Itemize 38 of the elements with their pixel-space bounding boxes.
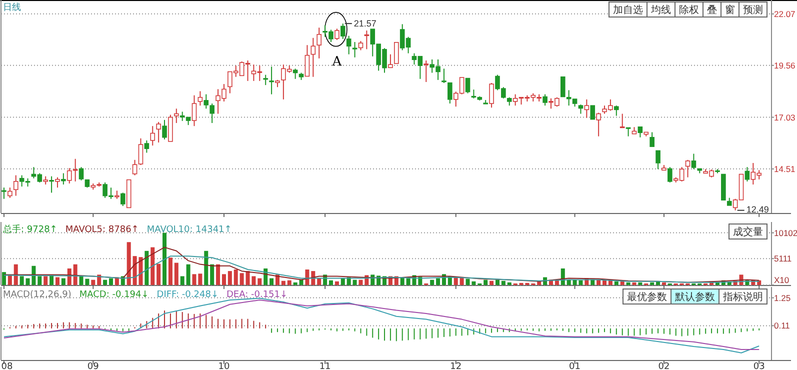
y-tick-label: X10 xyxy=(774,275,790,285)
y-tick-label: 5111 xyxy=(774,254,792,264)
y-tick-label: 14.51 xyxy=(774,164,796,174)
annotation: 均线 xyxy=(650,4,671,16)
annotation: 12.49 xyxy=(746,204,769,214)
y-tick-label: 19.56 xyxy=(774,60,796,70)
y-tick-label: 1.25 xyxy=(774,292,791,303)
annotation: 21.57 xyxy=(354,18,376,29)
text: MAVOL5: 8786↑ xyxy=(65,225,139,235)
annotation: 预测 xyxy=(743,4,763,16)
annotation: A xyxy=(331,54,342,70)
annotation: 成交量 xyxy=(733,226,763,238)
y-tick-label: 17.03 xyxy=(774,112,796,122)
annotation: 加自选 xyxy=(613,4,643,16)
text: 总手: 9728↑ xyxy=(2,224,58,235)
x-tick-label: 08 xyxy=(1,362,13,370)
x-tick-label: 03 xyxy=(753,362,765,370)
x-tick-label: 12 xyxy=(450,362,462,370)
annotation: 叠 xyxy=(707,5,717,16)
annotation: 指标说明 xyxy=(722,291,763,303)
x-tick-label: 09 xyxy=(87,362,100,370)
annotation: 最优参数 xyxy=(627,291,667,303)
annotation: 除权 xyxy=(679,4,699,16)
y-tick-label: 0.11 xyxy=(774,320,790,331)
x-tick-label: 10 xyxy=(218,362,230,370)
series-label: MACD: -0.194↓ xyxy=(79,290,149,300)
annotation: 窗 xyxy=(725,4,735,16)
series-label: DEA: -0.151↓ xyxy=(226,290,288,300)
text: MAVOL10: 14341↑ xyxy=(146,225,232,235)
x-tick-label: 02 xyxy=(658,362,670,370)
y-tick-label: 10102 xyxy=(774,228,797,238)
y-tick-label: 22.07 xyxy=(774,8,796,19)
chart-title: MACD(12,26,9) xyxy=(3,290,72,300)
chart-title: 日线 xyxy=(3,2,21,13)
x-tick-label: 01 xyxy=(569,362,581,370)
annotation: 默认参数 xyxy=(674,291,715,303)
series-label: DIFF: -0.248↓ xyxy=(156,290,218,300)
x-tick-label: 11 xyxy=(319,362,331,370)
